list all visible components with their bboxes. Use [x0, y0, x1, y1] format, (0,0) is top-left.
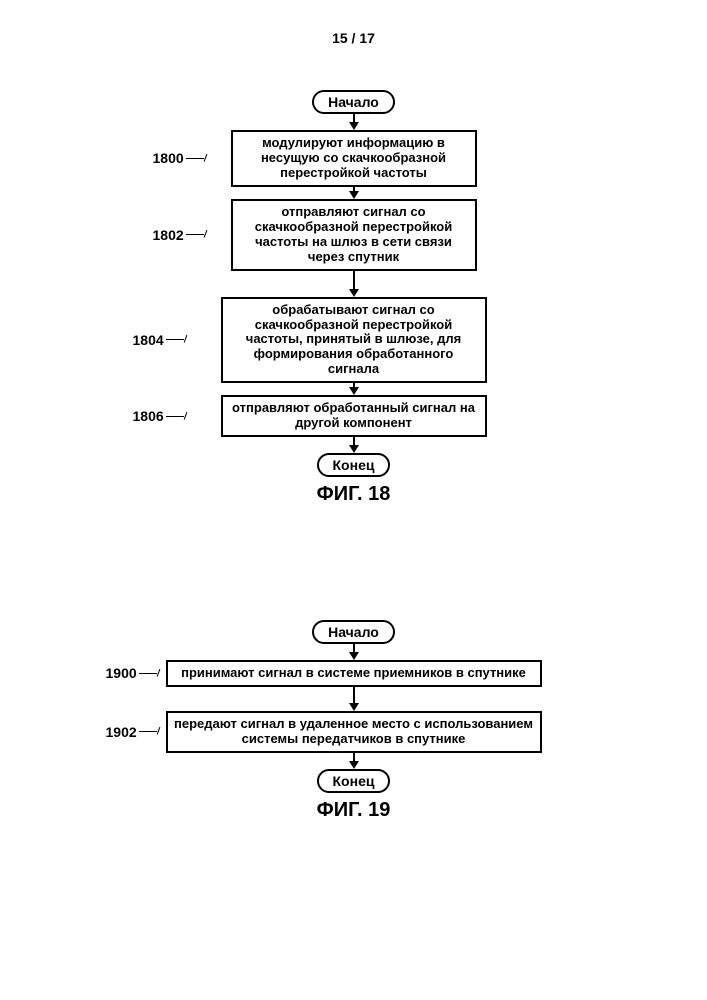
label-connector	[139, 673, 157, 674]
label-connector	[139, 731, 157, 732]
label-connector	[166, 416, 184, 417]
start-terminator: Начало	[312, 620, 395, 644]
arrow	[349, 753, 359, 769]
arrow	[349, 271, 359, 297]
arrow	[349, 114, 359, 130]
step-1900-row: 1900 принимают сигнал в системе приемник…	[166, 660, 542, 687]
step-1802-id: 1802	[153, 227, 184, 243]
step-1902-id: 1902	[106, 724, 137, 740]
label-connector	[166, 339, 184, 340]
end-terminator: Конец	[317, 453, 391, 477]
step-1804-id: 1804	[133, 332, 164, 348]
step-1804-row: 1804 обрабатывают сигнал со скачкообразн…	[221, 297, 487, 384]
arrow	[349, 187, 359, 199]
step-1800-id: 1800	[153, 150, 184, 166]
arrow	[349, 437, 359, 453]
page-number: 15 / 17	[0, 30, 707, 46]
step-1802-label: 1802	[153, 227, 204, 243]
step-1902-row: 1902 передают сигнал в удаленное место с…	[166, 711, 542, 753]
step-1802-box: отправляют сигнал со скачкообразной пере…	[231, 199, 477, 271]
arrow	[349, 644, 359, 660]
step-1800-row: 1800 модулируют информацию в несущую со …	[231, 130, 477, 187]
step-1800-label: 1800	[153, 150, 204, 166]
fig18-caption: ФИГ. 18	[317, 483, 391, 506]
step-1802-row: 1802 отправляют сигнал со скачкообразной…	[231, 199, 477, 271]
step-1806-id: 1806	[133, 408, 164, 424]
step-1902-box: передают сигнал в удаленное место с испо…	[166, 711, 542, 753]
arrow	[349, 687, 359, 711]
flowchart-fig19: Начало 1900 принимают сигнал в системе п…	[0, 620, 707, 822]
step-1806-row: 1806 отправляют обработанный сигнал на д…	[221, 395, 487, 437]
start-terminator: Начало	[312, 90, 395, 114]
step-1800-box: модулируют информацию в несущую со скачк…	[231, 130, 477, 187]
arrow	[349, 383, 359, 395]
label-connector	[186, 158, 204, 159]
step-1900-label: 1900	[106, 665, 157, 681]
step-1900-id: 1900	[106, 665, 137, 681]
step-1806-box: отправляют обработанный сигнал на другой…	[221, 395, 487, 437]
step-1806-label: 1806	[133, 408, 184, 424]
step-1804-label: 1804	[133, 332, 184, 348]
step-1804-box: обрабатывают сигнал со скачкообразной пе…	[221, 297, 487, 384]
step-1900-box: принимают сигнал в системе приемников в …	[166, 660, 542, 687]
label-connector	[186, 234, 204, 235]
flowchart-fig18: Начало 1800 модулируют информацию в несу…	[0, 90, 707, 506]
fig19-caption: ФИГ. 19	[317, 799, 391, 822]
end-terminator: Конец	[317, 769, 391, 793]
step-1902-label: 1902	[106, 724, 157, 740]
